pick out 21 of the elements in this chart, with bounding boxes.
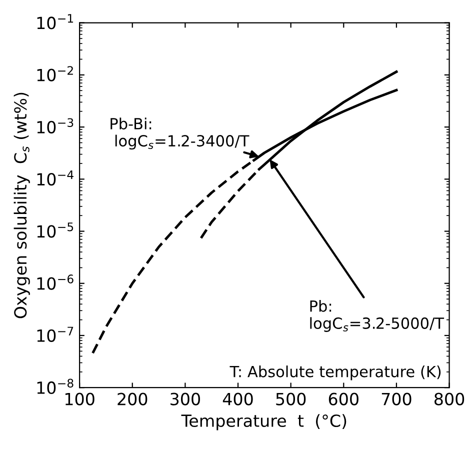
x-tick-label: 100 xyxy=(65,392,94,406)
y-tick-label: 10$^{−1}$ xyxy=(37,14,74,30)
y-tick-label: 10$^{−3}$ xyxy=(37,118,74,134)
y-tick-label: 10$^{−5}$ xyxy=(37,222,74,238)
annotation: Pb: logC$_{s}$=3.2-5000/T xyxy=(310,300,444,332)
y-tick-label: 10$^{−4}$ xyxy=(37,170,74,186)
y-tick-label: 10$^{−7}$ xyxy=(37,326,74,342)
x-axis-title: Temperature t (°C) xyxy=(181,414,346,430)
y-axis-title: Oxygen solubility C$_{s}$ (wt%) xyxy=(14,92,30,318)
x-tick-label: 800 xyxy=(434,392,464,406)
annotation: T: Absolute temperature (K) xyxy=(230,366,441,380)
x-tick-label: 600 xyxy=(328,392,358,406)
x-tick-label: 200 xyxy=(118,392,148,406)
x-tick-label: 400 xyxy=(222,392,253,406)
x-tick-label: 500 xyxy=(276,392,306,406)
y-tick-label: 10$^{−6}$ xyxy=(37,274,74,290)
x-tick-label: 300 xyxy=(170,392,200,406)
y-tick-label: 10$^{−8}$ xyxy=(37,378,74,394)
y-tick-label: 10$^{−2}$ xyxy=(37,66,73,82)
annotation: Pb-Bi: logC$_{s}$=1.2-3400/T xyxy=(110,118,250,150)
x-tick-label: 700 xyxy=(382,392,412,406)
